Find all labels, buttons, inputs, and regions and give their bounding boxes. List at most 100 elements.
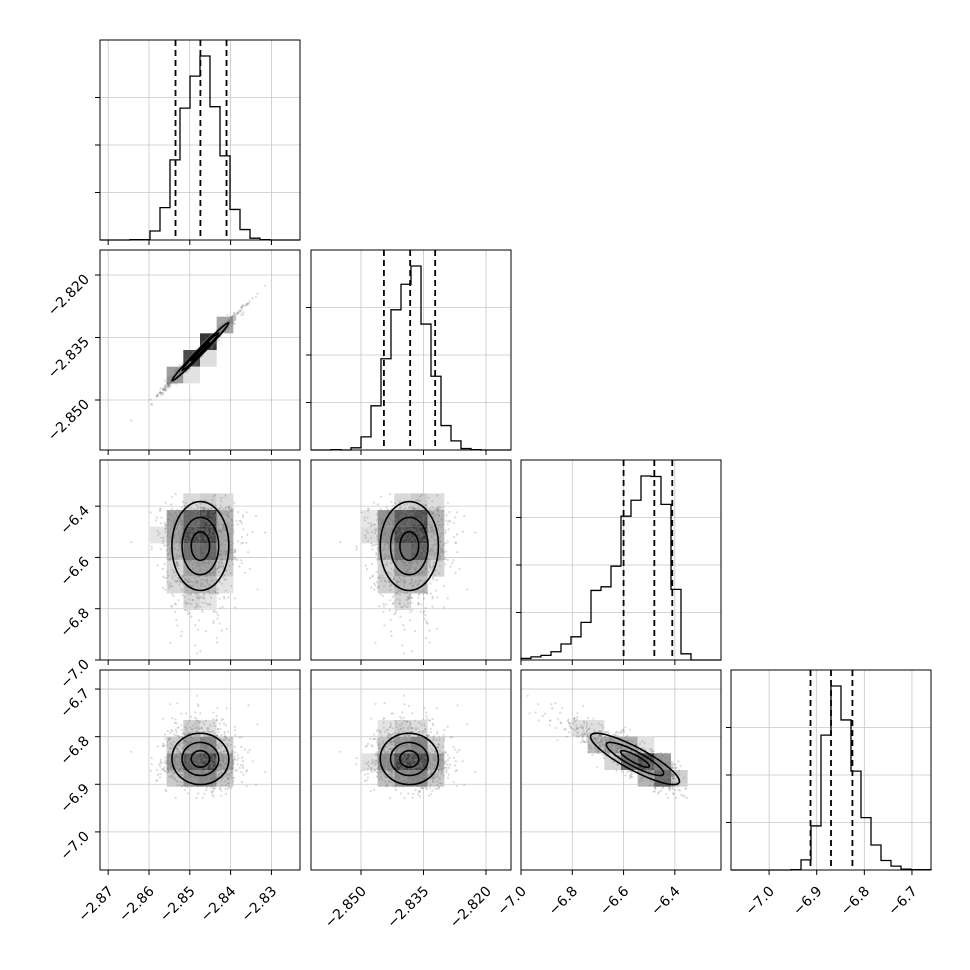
sample-point <box>408 548 411 551</box>
sample-point <box>455 533 458 536</box>
sample-point <box>185 580 189 583</box>
sample-point <box>223 533 226 536</box>
sample-point <box>403 520 407 523</box>
sample-point <box>198 562 201 566</box>
sample-point <box>408 582 411 585</box>
sample-point <box>163 733 167 736</box>
sample-point <box>232 317 235 320</box>
sample-point <box>445 519 448 522</box>
y-tick-label: −7.0 <box>57 657 92 692</box>
sample-point <box>224 792 227 796</box>
sample-point <box>241 764 244 767</box>
sample-point <box>200 546 203 549</box>
sample-point <box>230 317 234 320</box>
sample-point <box>382 513 385 516</box>
sample-point <box>162 387 165 390</box>
sample-point <box>238 309 241 312</box>
sample-point <box>199 520 202 523</box>
sample-point <box>376 543 380 546</box>
sample-point <box>178 534 181 537</box>
sample-point <box>227 782 230 785</box>
sample-point <box>202 730 205 733</box>
sample-point <box>162 745 165 748</box>
sample-point <box>414 590 417 593</box>
sample-point <box>391 596 394 599</box>
sample-point <box>190 784 193 787</box>
sample-point <box>196 548 199 551</box>
sample-point <box>164 387 167 391</box>
sample-point <box>178 743 181 746</box>
sample-point <box>245 784 248 788</box>
sample-point <box>390 634 393 638</box>
sample-point <box>384 563 387 566</box>
sample-point <box>400 545 404 548</box>
sample-point <box>169 761 172 764</box>
sample-point <box>178 583 181 586</box>
sample-point <box>229 316 232 319</box>
sample-point <box>224 735 227 738</box>
sample-point <box>402 579 405 582</box>
sample-point <box>230 736 233 739</box>
sample-point <box>167 382 170 386</box>
sample-point <box>377 503 380 506</box>
sample-point <box>426 622 429 625</box>
sample-point <box>172 380 175 384</box>
sample-point <box>409 505 412 508</box>
sample-point <box>224 589 227 592</box>
sample-point <box>167 381 170 385</box>
sample-point <box>221 765 224 768</box>
sample-point <box>236 523 239 526</box>
sample-point <box>165 389 168 392</box>
sample-point <box>168 376 171 379</box>
sample-point <box>387 527 391 530</box>
sample-point <box>168 775 171 778</box>
sample-point <box>245 770 248 773</box>
sample-point <box>233 597 236 600</box>
sample-point <box>426 518 429 521</box>
sample-point <box>233 776 236 779</box>
sample-point <box>402 624 405 627</box>
sample-point <box>149 769 152 772</box>
sample-point <box>442 606 445 609</box>
sample-point <box>251 530 254 534</box>
sample-point <box>371 575 374 578</box>
sample-point <box>167 382 170 385</box>
sample-point <box>231 563 234 566</box>
sample-point <box>210 507 213 510</box>
sample-point <box>191 581 194 584</box>
sample-point <box>435 578 439 582</box>
sample-point <box>381 519 384 522</box>
sample-point <box>441 524 444 527</box>
sample-point <box>170 742 173 745</box>
sample-point <box>233 319 236 322</box>
sample-point <box>397 589 400 592</box>
sample-point <box>186 549 189 552</box>
sample-point <box>212 517 215 520</box>
sample-point <box>197 721 200 724</box>
sample-point <box>431 525 434 529</box>
sample-point <box>217 731 220 734</box>
sample-point <box>254 784 258 787</box>
sample-point <box>176 524 179 527</box>
sample-point <box>225 775 228 778</box>
sample-point <box>201 752 204 756</box>
sample-point <box>177 599 180 602</box>
sample-point <box>167 384 170 387</box>
sample-point <box>191 530 194 533</box>
sample-point <box>398 500 401 503</box>
sample-point <box>192 779 195 783</box>
sample-point <box>150 403 153 406</box>
sample-point <box>189 735 192 738</box>
sample-point <box>463 515 466 518</box>
sample-point <box>363 534 367 537</box>
sample-point <box>223 549 226 553</box>
sample-point <box>205 525 208 528</box>
sample-point <box>176 576 179 580</box>
sample-point <box>205 789 208 792</box>
sample-point <box>174 796 177 800</box>
sample-point <box>173 370 176 373</box>
sample-point <box>403 628 406 631</box>
sample-point <box>231 776 234 780</box>
sample-point <box>160 392 163 395</box>
sample-point <box>186 591 189 595</box>
